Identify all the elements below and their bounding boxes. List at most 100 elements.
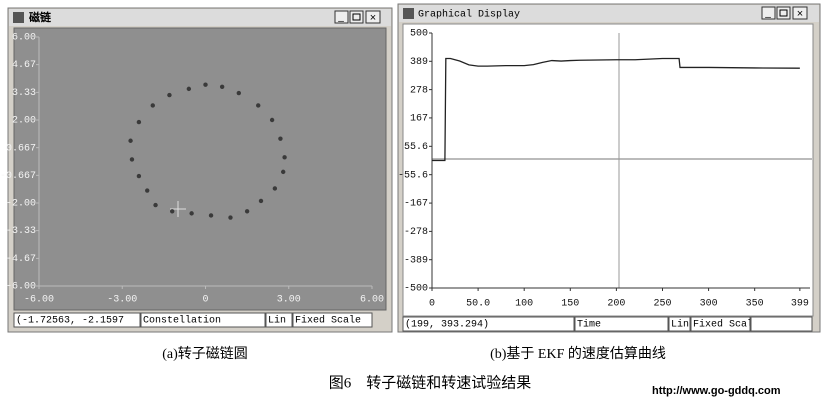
- x-tick-label: 399: [791, 299, 809, 310]
- y-tick-label: 0.667: [6, 143, 36, 154]
- maximize-button[interactable]: [776, 6, 791, 20]
- icon: _: [337, 12, 344, 23]
- point: [244, 209, 250, 214]
- y-tick-label: 389: [410, 57, 428, 68]
- y-tick-label: 278: [410, 85, 428, 96]
- status-text: Lin: [268, 315, 286, 327]
- x-tick-label: 150: [561, 299, 579, 310]
- icon: ×: [370, 12, 376, 24]
- status-text: Fixed Scale: [295, 315, 361, 327]
- point: [128, 138, 133, 143]
- cursor: [170, 201, 186, 217]
- minimize-button[interactable]: [761, 6, 776, 20]
- y-tick-label: 3.33: [12, 88, 36, 99]
- x-tick-label: 6.00: [360, 295, 384, 306]
- point: [272, 186, 278, 191]
- point: [281, 169, 286, 175]
- window-icon: [13, 12, 24, 23]
- x-tick-label: 300: [700, 299, 718, 310]
- y-tick-label: 55.6: [404, 142, 428, 153]
- maximize-button[interactable]: [349, 10, 364, 24]
- x-tick-label: 50.0: [466, 299, 490, 310]
- line: [432, 57, 800, 162]
- window-title: Graphical Display: [418, 9, 520, 21]
- icon: _: [764, 8, 771, 19]
- y-tick-label: -0.667: [0, 171, 36, 182]
- window-buttons[interactable]: _ ×: [334, 10, 381, 24]
- y-tick-label: 167: [410, 114, 428, 125]
- point: [129, 157, 135, 162]
- caption: (b)基于 EKF 的速度估算曲线: [490, 345, 666, 362]
- point: [258, 198, 264, 204]
- status-text: Constellation: [143, 315, 221, 327]
- point: [186, 86, 192, 92]
- status-field: [574, 316, 669, 332]
- icon: ×: [797, 8, 803, 20]
- status-field: [690, 316, 751, 332]
- plot-area: [402, 23, 814, 317]
- status-field: [402, 316, 575, 332]
- point: [282, 155, 287, 160]
- point: [136, 173, 142, 179]
- title-bar: [9, 9, 391, 26]
- x-tick-label: 0: [429, 299, 435, 310]
- window-title: 磁链: [29, 10, 52, 24]
- plot-area: [13, 27, 387, 311]
- point: [208, 213, 214, 218]
- y-tick-label: -389: [404, 255, 428, 266]
- x-tick-label: 3.00: [277, 295, 301, 306]
- x-tick-label: -3.00: [107, 295, 137, 306]
- window-buttons[interactable]: _ ×: [761, 6, 808, 20]
- watermark: http://www.go-gddq.com: [652, 385, 781, 397]
- point: [228, 215, 233, 220]
- point: [145, 188, 150, 193]
- x-tick-label: 100: [515, 299, 533, 310]
- point: [269, 117, 275, 123]
- x-tick-label: 250: [653, 299, 671, 310]
- status-field: [668, 316, 691, 332]
- x-tick-label: 200: [607, 299, 625, 310]
- y-tick-label: 500: [410, 29, 428, 40]
- point: [236, 90, 241, 96]
- icon: [352, 13, 361, 21]
- point: [278, 136, 283, 141]
- point: [256, 103, 261, 108]
- y-tick-label: 6.00: [12, 33, 36, 44]
- y-tick-label: -55.6: [398, 170, 428, 181]
- status-field: [292, 312, 373, 328]
- close-button[interactable]: [792, 6, 808, 20]
- title-bar: [399, 5, 819, 22]
- status-field: [13, 312, 141, 328]
- y-tick-label: -4.67: [6, 254, 36, 265]
- point: [170, 209, 175, 214]
- status-field: [140, 312, 266, 328]
- point: [153, 202, 158, 208]
- x-tick-label: -6.00: [24, 295, 54, 306]
- point: [136, 119, 142, 125]
- status-text: (-1.72563, -2.1597: [16, 315, 124, 327]
- status-text: Fixed Scale: [693, 319, 759, 331]
- point: [189, 211, 194, 216]
- point: [150, 103, 155, 108]
- y-tick-label: -2.00: [6, 199, 36, 210]
- x-tick-label: 350: [746, 299, 764, 310]
- status-field: [265, 312, 293, 328]
- point: [203, 82, 208, 87]
- y-tick-label: -500: [404, 284, 428, 295]
- status-text: (199, 393.294): [405, 319, 489, 331]
- status-text: Time: [577, 319, 601, 331]
- x-tick-label: 0: [202, 295, 208, 306]
- y-tick-label: 4.67: [12, 60, 36, 71]
- close-button[interactable]: [365, 10, 381, 24]
- y-tick-label: 2.00: [12, 116, 36, 127]
- y-tick-label: -6.00: [6, 282, 36, 293]
- icon: [779, 9, 788, 17]
- caption: (a)转子磁链圆: [162, 346, 248, 362]
- point: [219, 84, 225, 90]
- status-field: [750, 316, 813, 332]
- window-icon: [403, 8, 414, 19]
- minimize-button[interactable]: [334, 10, 349, 24]
- figure-caption: 图6 转子磁链和转速试验结果: [329, 374, 532, 391]
